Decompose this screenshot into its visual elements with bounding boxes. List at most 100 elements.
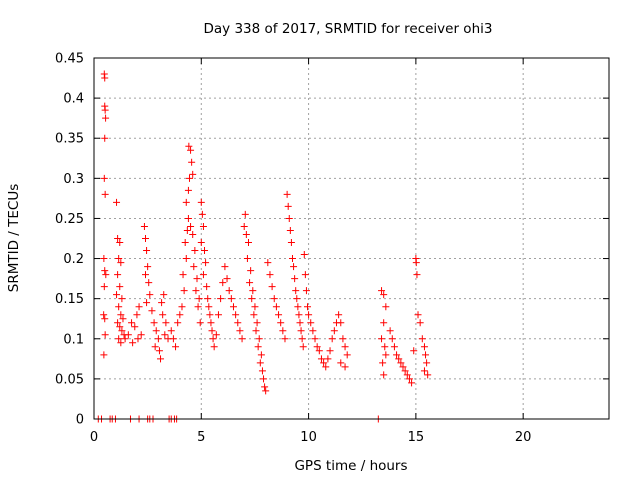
data-point (157, 355, 165, 363)
data-point (294, 303, 302, 311)
data-point (227, 295, 235, 303)
data-point (115, 335, 123, 343)
data-point (214, 311, 222, 319)
data-point (113, 198, 121, 206)
data-point (388, 335, 396, 343)
data-point (287, 239, 295, 247)
y-axis-label: SRMTID / TECUs (6, 184, 22, 292)
data-point (102, 114, 110, 122)
data-point (266, 271, 274, 279)
data-point (199, 271, 207, 279)
data-point (115, 255, 123, 263)
data-point (254, 343, 262, 351)
y-tick-label: 0.15 (55, 292, 84, 307)
data-point (121, 335, 129, 343)
data-point (393, 351, 401, 359)
data-point (378, 287, 386, 295)
data-point (423, 359, 431, 367)
data-point (292, 287, 300, 295)
data-point (161, 331, 169, 339)
data-point (225, 287, 233, 295)
data-point (229, 303, 237, 311)
data-point (399, 363, 407, 371)
data-point (135, 303, 143, 311)
chart-title: Day 338 of 2017, SRMTID for receiver ohi… (204, 21, 493, 37)
data-point (223, 275, 231, 283)
data-point (260, 375, 268, 383)
data-point (245, 239, 252, 247)
x-tick-label: 20 (515, 430, 532, 445)
data-point (178, 303, 186, 311)
x-axis-label: GPS time / hours (294, 458, 407, 474)
data-point (320, 359, 328, 367)
data-point (285, 214, 293, 222)
data-point (114, 319, 122, 327)
data-point (343, 351, 351, 359)
data-point (195, 295, 203, 303)
data-point (252, 327, 260, 335)
data-point (315, 347, 323, 355)
data-point (297, 327, 305, 335)
y-tick-label: 0.4 (63, 92, 84, 107)
data-point (114, 271, 122, 279)
data-point (234, 319, 242, 327)
tick-labels: 0 0.05 0.1 0.15 0.2 0.25 0.3 0.35 0.4 0.45 0 5 10 15 2… (55, 52, 531, 446)
data-point (413, 271, 421, 279)
data-point (330, 327, 338, 335)
data-point (403, 371, 411, 379)
data-point (232, 311, 240, 319)
data-point (324, 355, 332, 363)
data-point (277, 319, 285, 327)
data-point (128, 319, 136, 327)
data-point (341, 363, 349, 371)
data-point (217, 295, 225, 303)
data-point (255, 335, 263, 343)
data-point (143, 299, 151, 307)
data-point (100, 351, 108, 359)
data-point (182, 255, 190, 263)
data-point (410, 347, 418, 355)
data-point (193, 275, 201, 283)
data-point (117, 311, 125, 319)
data-point (290, 263, 298, 271)
data-point (238, 335, 246, 343)
data-point (246, 279, 254, 287)
data-point (140, 222, 148, 230)
data-point (328, 335, 336, 343)
data-point (152, 327, 160, 335)
data-point (311, 335, 319, 343)
data-point (221, 263, 229, 271)
data-point (378, 335, 386, 343)
data-point (131, 323, 139, 331)
data-point (180, 287, 188, 295)
data-point (300, 251, 308, 259)
data-point (101, 74, 109, 82)
data-point (142, 271, 149, 279)
data-point (247, 267, 255, 275)
data-point (183, 226, 191, 234)
data-point (270, 295, 278, 303)
data-point (322, 363, 330, 371)
data-point (189, 230, 197, 238)
grid (94, 58, 609, 419)
data-point (295, 311, 303, 319)
data-series-srmtid (94, 70, 432, 423)
y-tick-label: 0.35 (55, 132, 84, 147)
data-point (379, 359, 387, 367)
x-tick-label: 10 (300, 430, 317, 445)
data-point (339, 335, 347, 343)
data-point (187, 146, 195, 154)
data-point (416, 319, 424, 327)
data-point (185, 142, 193, 150)
data-point (335, 311, 343, 319)
data-point (248, 295, 256, 303)
data-point (179, 271, 187, 279)
data-point (412, 259, 420, 267)
data-point (100, 311, 108, 319)
data-point (101, 331, 109, 339)
data-point (380, 371, 388, 379)
data-point (268, 283, 276, 291)
data-point (288, 255, 296, 263)
data-point (386, 327, 394, 335)
